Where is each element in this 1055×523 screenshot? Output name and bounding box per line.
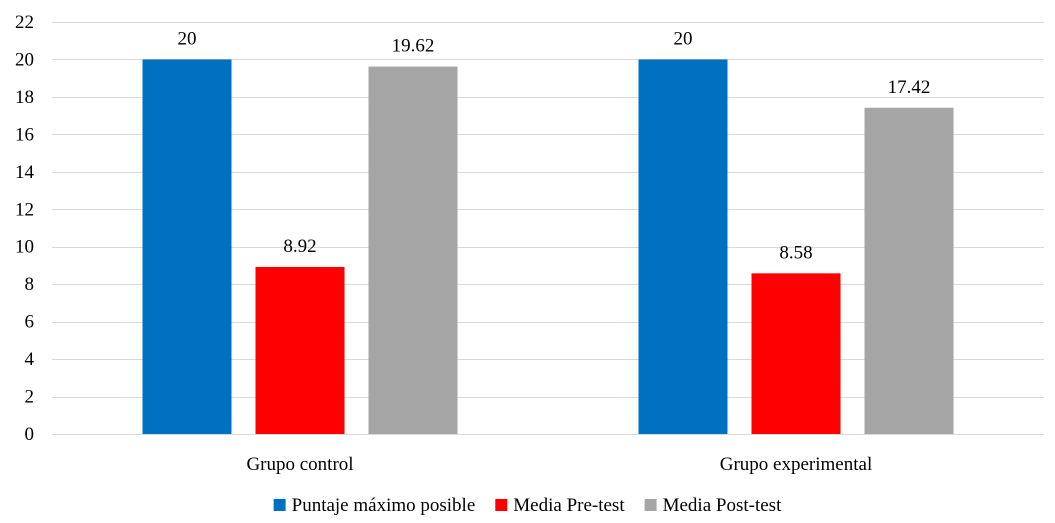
data-labels: 20 8.92 19.62 20 8.58 17.42 — [178, 28, 931, 263]
y-axis-tick-labels: 0 2 4 6 8 10 12 14 16 18 20 22 — [15, 12, 35, 445]
bar — [751, 273, 841, 434]
data-label: 20 — [178, 28, 197, 49]
legend-swatch — [273, 499, 286, 511]
y-tick-label: 22 — [15, 12, 34, 33]
y-tick-label: 4 — [25, 349, 35, 370]
legend-item: Media Post-test — [644, 495, 782, 516]
legend-swatch — [495, 499, 508, 511]
bar — [864, 107, 954, 435]
legend-label: Puntaje máximo posible — [292, 495, 476, 516]
legend-label: Media Pre-test — [513, 495, 625, 516]
bar — [368, 66, 458, 434]
y-tick-label: 18 — [15, 87, 34, 108]
data-label: 8.58 — [779, 242, 812, 263]
bars — [142, 59, 954, 435]
y-tick-label: 20 — [15, 49, 34, 70]
data-label: 19.62 — [392, 36, 435, 57]
data-label: 17.42 — [888, 77, 931, 98]
legend: Puntaje máximo posible Media Pre-test Medi… — [273, 495, 782, 516]
legend-item: Puntaje máximo posible — [273, 495, 476, 516]
y-tick-label: 16 — [15, 124, 34, 145]
y-tick-label: 6 — [25, 312, 35, 333]
data-label: 8.92 — [283, 236, 316, 257]
bar — [638, 59, 728, 435]
y-tick-label: 2 — [25, 387, 35, 408]
category-label: Grupo control — [246, 454, 353, 475]
y-tick-label: 12 — [15, 199, 34, 220]
category-label: Grupo experimental — [720, 454, 872, 475]
x-axis-category-labels: Grupo control Grupo experimental — [246, 454, 872, 475]
y-tick-label: 10 — [15, 237, 34, 258]
y-tick-label: 8 — [25, 274, 35, 295]
bar — [255, 266, 345, 434]
legend-item: Media Pre-test — [495, 495, 625, 516]
y-tick-label: 0 — [25, 424, 35, 445]
y-tick-label: 14 — [15, 162, 35, 183]
legend-swatch — [644, 499, 657, 511]
bar — [142, 59, 232, 435]
legend-label: Media Post-test — [663, 495, 782, 516]
data-label: 20 — [674, 28, 693, 49]
